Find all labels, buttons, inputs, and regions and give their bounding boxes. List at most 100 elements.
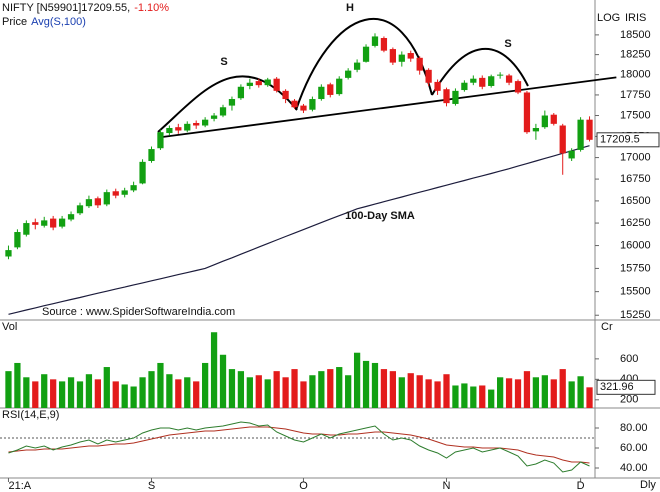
volume-bar [416, 375, 423, 408]
candle-body [479, 77, 486, 87]
candle-body [112, 191, 119, 196]
candle-body [505, 75, 513, 83]
volume-bar [327, 369, 334, 408]
panel-label: RSI(14,E,9) [2, 409, 59, 421]
volume-bar [291, 369, 298, 408]
candle-body [550, 114, 557, 124]
unit-label: Cr [601, 321, 613, 333]
candle-body [362, 46, 370, 62]
candle-body [470, 78, 477, 83]
candle-body [380, 38, 388, 51]
volume-bar [532, 377, 540, 408]
volume-bar [246, 377, 253, 408]
x-unit: Dly [640, 479, 656, 491]
volume-bar [407, 373, 414, 408]
volume-bar [273, 371, 280, 408]
candle-body [488, 76, 495, 86]
volume-bar [568, 381, 575, 408]
candle-body [434, 81, 441, 91]
volume-bar [345, 375, 352, 408]
y-tick-label: 16250 [620, 217, 651, 229]
volume-bar [434, 381, 441, 408]
volume-bar [94, 379, 101, 408]
candle-body [50, 218, 57, 228]
candle-body [568, 150, 575, 159]
candle-body [23, 223, 30, 235]
annotation: H [346, 2, 354, 14]
volume-bar [505, 378, 513, 408]
volume-bar [398, 377, 405, 408]
candle-body [300, 105, 307, 111]
volume-bar [5, 371, 12, 408]
candle-body [139, 161, 146, 184]
volume-bar [112, 381, 119, 408]
price-box [596, 132, 660, 148]
candle-body [532, 128, 540, 132]
volume-bar [309, 375, 316, 408]
y-tick-label: 18250 [620, 49, 651, 61]
candle-body [202, 119, 209, 126]
neckline [160, 76, 617, 139]
volume-bar [577, 376, 584, 408]
volume-bar [479, 385, 486, 408]
y-tick-label: 16500 [620, 195, 651, 207]
candle-body [443, 89, 450, 104]
candle-body [586, 119, 593, 140]
volume-bar [139, 377, 146, 408]
volume-bar [255, 375, 262, 408]
y-tick-label: 15250 [620, 309, 651, 321]
annotation: Source : www.SpiderSoftwareIndia.com [42, 306, 235, 318]
volume-bar [237, 371, 245, 408]
candle-body [291, 100, 298, 108]
volume-bar [586, 387, 593, 408]
candle-body [130, 185, 137, 191]
candle-body [193, 123, 200, 126]
volume-bar [523, 371, 531, 408]
volume-bar [148, 371, 155, 408]
volume-box [596, 379, 656, 395]
shoulder-arc [431, 48, 529, 96]
candle-body [210, 115, 218, 119]
annotation: S [504, 38, 511, 50]
candle-body [497, 74, 504, 76]
last-volume-label: 321.96 [600, 381, 634, 393]
candle-body [228, 99, 236, 106]
y-tick-label: 16750 [620, 173, 651, 185]
y-tick-label: 18000 [620, 69, 651, 81]
volume-bar [202, 362, 209, 408]
volume-bar [228, 369, 236, 408]
volume-bar [157, 362, 164, 408]
candle-body [255, 81, 262, 86]
y-tick-label: 60.00 [620, 442, 648, 454]
candle-body [345, 70, 352, 78]
candle-body [327, 84, 334, 95]
candle-body [184, 123, 191, 131]
volume-bar [488, 389, 495, 408]
candle-body [58, 218, 66, 227]
candle-body [14, 232, 21, 248]
volume-bar [166, 374, 173, 408]
volume-bar [443, 374, 450, 408]
candle-body [85, 199, 93, 207]
volume-bar [193, 381, 200, 408]
volume-bar [58, 381, 66, 408]
candle-body [523, 92, 531, 133]
x-tick-label: O [299, 480, 308, 492]
logo: IRIS [625, 12, 646, 24]
annotation: S [220, 56, 227, 68]
candle-body [416, 57, 423, 71]
y-tick-label: 40.00 [620, 462, 648, 474]
x-tick-label: N [443, 480, 451, 492]
y-tick-label: 600 [620, 353, 638, 365]
volume-bar [550, 379, 557, 408]
volume-bar [389, 371, 396, 408]
candle-body [103, 192, 110, 205]
candle-body [41, 220, 48, 226]
y-tick-label: 80.00 [620, 422, 648, 434]
volume-bar [470, 386, 477, 408]
volume-bar [452, 385, 459, 408]
volume-bar [121, 384, 128, 408]
x-tick-label: 21:A [8, 480, 31, 492]
